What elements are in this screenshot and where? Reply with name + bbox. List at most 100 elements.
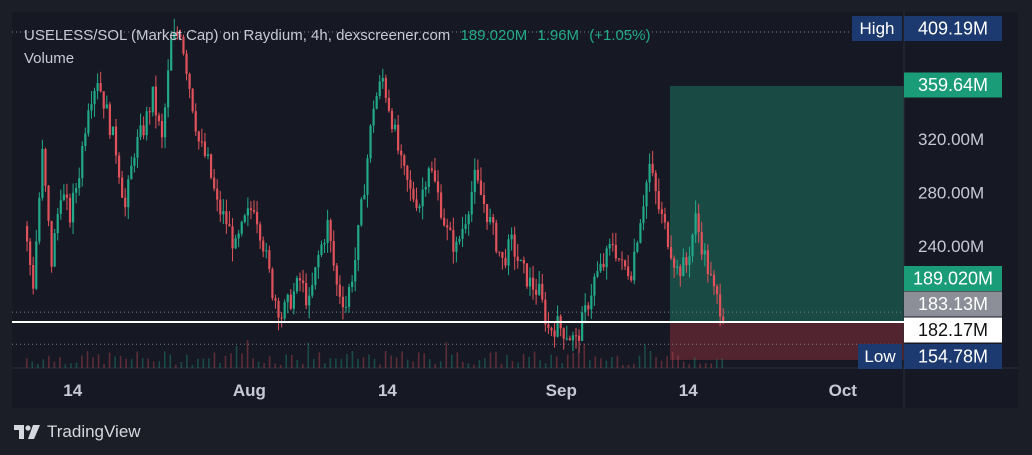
- volume-bar: [329, 358, 332, 368]
- candle-body: [617, 258, 621, 260]
- candle-body: [694, 213, 697, 235]
- volume-bar: [555, 356, 558, 368]
- candle-body: [685, 257, 688, 266]
- high-value-box: [904, 16, 1002, 41]
- volume-bar: [97, 354, 100, 368]
- candle-body: [329, 220, 332, 242]
- volume-label[interactable]: Volume: [24, 50, 75, 67]
- candle-body: [418, 206, 421, 209]
- candle-body: [277, 300, 280, 318]
- candle-body: [341, 296, 345, 308]
- candle-body: [722, 316, 725, 323]
- candle-body: [455, 241, 458, 252]
- candle-body: [433, 170, 437, 182]
- candle-body: [197, 131, 200, 142]
- candle-body: [363, 194, 366, 200]
- candle-body: [605, 248, 608, 268]
- volume-bar: [721, 358, 724, 368]
- candle-body: [458, 238, 461, 242]
- volume-bar: [130, 359, 133, 368]
- volume-bar: [451, 354, 453, 368]
- volume-bar: [484, 358, 486, 368]
- candle-body: [510, 234, 513, 240]
- volume-bar: [506, 354, 508, 368]
- candle-body: [200, 141, 203, 143]
- volume-bar: [42, 359, 45, 368]
- candle-body: [697, 213, 700, 233]
- candle-body: [179, 34, 182, 37]
- volume-bar: [81, 355, 83, 368]
- y-tick-label-2: 320.00M: [918, 130, 984, 149]
- target-value: 359.64M: [918, 75, 988, 95]
- candle-body: [669, 247, 673, 259]
- candle-body: [68, 197, 72, 223]
- candle-body: [29, 241, 32, 266]
- volume-bar: [478, 360, 481, 368]
- candle-body: [105, 104, 108, 109]
- volume-bar: [296, 359, 299, 368]
- x-tick-label-5: Oct: [829, 381, 858, 400]
- volume-bar: [241, 353, 243, 368]
- candle-body: [225, 211, 228, 225]
- candle-body: [136, 137, 139, 158]
- footer[interactable]: TradingView: [14, 422, 141, 442]
- candle-body: [209, 154, 213, 178]
- candle-body: [191, 88, 194, 112]
- chart-panel[interactable]: 400.00M360.00M320.00M280.00M240.00M200.0…: [12, 12, 1018, 408]
- candle-body: [326, 220, 329, 243]
- candle-body: [280, 317, 283, 319]
- candle-body: [271, 268, 274, 299]
- candle-body: [691, 234, 694, 257]
- tradingview-logo-icon: [14, 425, 40, 439]
- candle-body: [630, 275, 633, 281]
- volume-bar: [53, 361, 56, 368]
- volume-bar: [186, 354, 188, 368]
- candle-body: [673, 258, 676, 268]
- volume-bar: [704, 362, 707, 368]
- target-value-box: [904, 72, 1002, 98]
- candle-body: [660, 209, 663, 215]
- volume-bar: [677, 355, 679, 368]
- volume-bar: [163, 351, 166, 368]
- volume-bar: [699, 363, 701, 368]
- volume-bar: [318, 352, 321, 368]
- candle-body: [400, 150, 403, 156]
- candle-body: [139, 125, 142, 138]
- volume-bar: [346, 353, 348, 368]
- chart-svg[interactable]: 400.00M360.00M320.00M280.00M240.00M200.0…: [12, 12, 1018, 408]
- candle-body: [470, 192, 473, 215]
- candle-body: [387, 97, 391, 111]
- candle-body: [593, 276, 596, 296]
- candle-body: [338, 284, 341, 297]
- volume-bar: [379, 364, 381, 368]
- candle-body: [495, 222, 498, 252]
- volume-bar: [401, 351, 403, 368]
- volume-bar: [103, 363, 105, 368]
- candle-body: [108, 104, 111, 136]
- candle-body: [384, 77, 387, 98]
- candle-body: [513, 234, 516, 257]
- volume-bar: [357, 358, 359, 368]
- volume-bar: [384, 351, 387, 368]
- candle-body: [167, 70, 170, 108]
- candle-body: [96, 83, 99, 91]
- candle-body: [99, 83, 102, 92]
- candle-body: [443, 217, 446, 226]
- volume-bar: [152, 361, 155, 368]
- volume-bar: [25, 358, 28, 368]
- tradingview-brand: TradingView: [47, 422, 141, 441]
- candle-body: [611, 243, 614, 245]
- candle-body: [479, 180, 483, 195]
- volume-bar: [268, 356, 271, 368]
- candle-body: [194, 111, 197, 132]
- last-value: 189.020M: [460, 27, 528, 44]
- candle-body: [111, 126, 115, 136]
- high-caption-box: [852, 16, 902, 41]
- candle-body: [709, 274, 713, 276]
- symbol-title[interactable]: USELESS/SOL (Market Cap) on Raydium, 4h,…: [24, 27, 451, 44]
- candle-body: [145, 111, 148, 136]
- candle-body: [148, 111, 151, 113]
- volume-bar: [649, 351, 652, 368]
- volume-bar: [75, 362, 78, 368]
- candle-body: [375, 96, 378, 109]
